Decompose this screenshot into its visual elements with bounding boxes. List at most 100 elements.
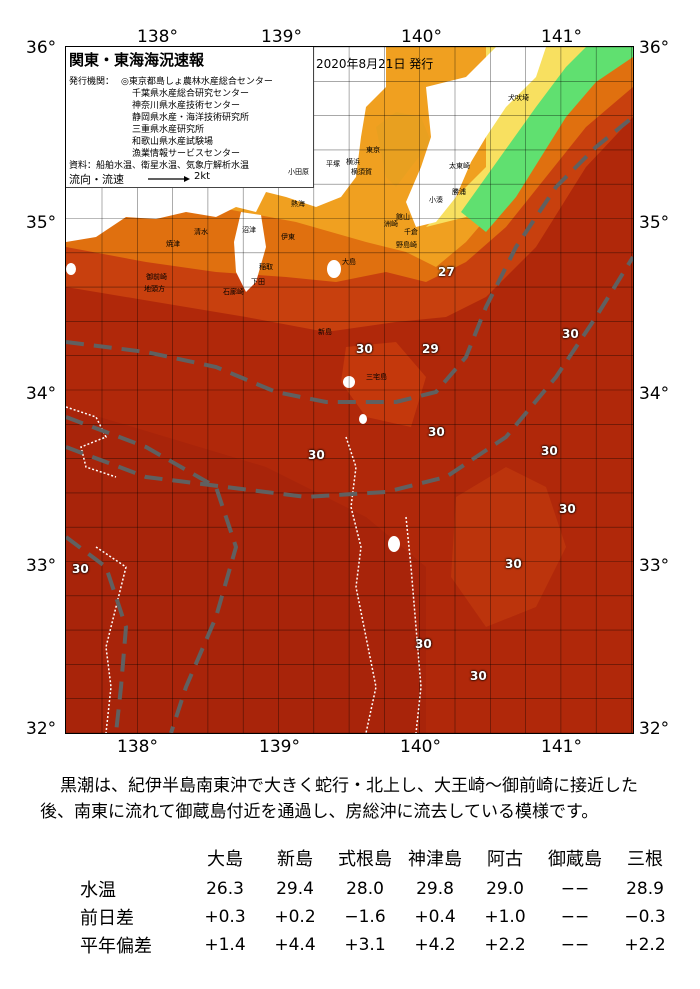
sea-tokyo-bay bbox=[376, 112, 431, 187]
organization-3: 神奈川県水産技術センター bbox=[132, 101, 241, 111]
lat-label-34-left: 34° bbox=[26, 384, 57, 404]
front-streak-3 bbox=[95, 546, 127, 733]
temp-label-30-c: 30 bbox=[428, 425, 445, 439]
place-ito: 伊東 bbox=[281, 233, 295, 241]
land-boso bbox=[406, 47, 546, 227]
table-cell: 29.0 bbox=[486, 879, 524, 899]
table-cell: −− bbox=[560, 907, 590, 927]
table-row: 前日差 +0.3 +0.2 −1.6 +0.4 +1.0 −− −0.3 bbox=[60, 903, 680, 931]
temp-label-30-i: 30 bbox=[415, 637, 432, 651]
place-irozaki: 石廊崎 bbox=[223, 288, 244, 296]
table-cell: +1.0 bbox=[484, 907, 526, 927]
table-cell: −− bbox=[560, 935, 590, 955]
row-label-water-temp: 水温 bbox=[80, 880, 116, 901]
temp-label-30-b: 30 bbox=[562, 327, 579, 341]
lat-label-33-right: 33° bbox=[639, 556, 670, 576]
organization-6: 和歌山県水産試験場 bbox=[132, 137, 214, 147]
map-info-box: 関東・東海海況速報 発行機関： ◎東京都島しょ農林水産総合センター 千葉県水産総… bbox=[66, 47, 314, 188]
place-inubozaki: 犬吠埼 bbox=[508, 94, 529, 102]
place-suzaki: 洲崎 bbox=[384, 220, 398, 228]
flow-label: 流向・流速 bbox=[69, 173, 124, 186]
place-shimoda: 下田 bbox=[251, 278, 265, 286]
sea-warm-pocket bbox=[341, 342, 426, 427]
place-chikura: 千倉 bbox=[404, 228, 418, 236]
lon-label-141-top: 141° bbox=[541, 27, 582, 47]
temp-label-29: 29 bbox=[422, 342, 439, 356]
place-numazu: 沼津 bbox=[242, 226, 256, 234]
lon-label-138-bottom: 138° bbox=[117, 737, 158, 757]
lat-label-35-right: 35° bbox=[639, 213, 670, 233]
table-cell: 29.4 bbox=[276, 879, 314, 899]
sea-southwest-deep bbox=[66, 407, 426, 733]
stats-corner bbox=[60, 845, 190, 875]
table-cell: −− bbox=[560, 879, 590, 899]
temp-label-30-j: 30 bbox=[470, 669, 487, 683]
organization-4: 静岡県水産・海洋技術研究所 bbox=[132, 113, 250, 123]
place-yokohama: 横浜 bbox=[346, 158, 360, 166]
temp-label-30-e: 30 bbox=[308, 448, 325, 462]
station-header: 式根島 bbox=[338, 849, 392, 870]
place-kominato: 小湊 bbox=[429, 196, 443, 204]
lat-label-34-right: 34° bbox=[639, 384, 670, 404]
place-nojimazaki: 野島崎 bbox=[396, 241, 417, 249]
place-katsuura: 勝浦 bbox=[452, 188, 466, 196]
lon-label-141-bottom: 141° bbox=[541, 737, 582, 757]
temp-label-30-f: 30 bbox=[559, 502, 576, 516]
temp-label-30-d: 30 bbox=[541, 444, 558, 458]
lat-label-32-right: 32° bbox=[639, 719, 670, 739]
table-row: 水温 26.3 29.4 28.0 29.8 29.0 −− 28.9 bbox=[60, 875, 680, 903]
organization-2: 千葉県水産総合研究センター bbox=[132, 89, 250, 99]
station-header: 神津島 bbox=[408, 849, 462, 870]
table-cell: 29.8 bbox=[416, 879, 454, 899]
lon-label-139-bottom: 139° bbox=[259, 737, 300, 757]
land-izu-peninsula bbox=[234, 212, 266, 292]
sea-temperature-map: 関東・東海海況速報 発行機関： ◎東京都島しょ農林水産総合センター 千葉県水産総… bbox=[65, 46, 634, 734]
summary-text: 黒潮は、紀伊半島南東沖で大きく蛇行・北上し、大王崎～御前崎に接近した 後、南東に… bbox=[40, 773, 680, 825]
place-odawara: 小田原 bbox=[288, 168, 309, 176]
flow-arrow-icon bbox=[148, 176, 190, 182]
table-cell: +0.3 bbox=[204, 907, 246, 927]
table-cell: +3.1 bbox=[344, 935, 386, 955]
lat-label-33-left: 33° bbox=[26, 556, 57, 576]
table-cell: 26.3 bbox=[206, 879, 244, 899]
lat-label-35-left: 35° bbox=[26, 213, 57, 233]
table-cell: 28.9 bbox=[626, 879, 664, 899]
row-label-day-diff: 前日差 bbox=[80, 908, 134, 929]
temp-label-30-h: 30 bbox=[72, 562, 89, 576]
station-stats-table: 大島 新島 式根島 神津島 阿古 御蔵島 三根 水温 26.3 29.4 28.… bbox=[60, 845, 680, 959]
table-cell: +4.4 bbox=[274, 935, 316, 955]
lon-label-139-top: 139° bbox=[261, 27, 302, 47]
place-yaizu: 焼津 bbox=[166, 240, 180, 248]
table-cell: +1.4 bbox=[204, 935, 246, 955]
island-mikura bbox=[359, 414, 367, 424]
place-yokosuka: 横須賀 bbox=[351, 168, 372, 176]
place-taitozaki: 太東崎 bbox=[449, 162, 470, 170]
place-omaezaki: 御前崎 bbox=[146, 273, 167, 281]
table-cell: −1.6 bbox=[344, 907, 386, 927]
data-sources: 資料：船舶水温、衛星水温、気象庁解析水温 bbox=[69, 161, 250, 171]
lat-label-36-right: 36° bbox=[639, 38, 670, 58]
place-miyakejima: 三宅島 bbox=[366, 373, 387, 381]
place-inatori: 稲取 bbox=[259, 263, 273, 271]
table-cell: −0.3 bbox=[624, 907, 666, 927]
temp-label-30-g: 30 bbox=[505, 557, 522, 571]
sea-green-zone bbox=[461, 47, 633, 232]
station-header: 三根 bbox=[627, 849, 663, 870]
place-atami: 熱海 bbox=[291, 200, 305, 208]
flow-scale: 2kt bbox=[194, 171, 211, 182]
table-cell: +4.2 bbox=[414, 935, 456, 955]
place-niijima: 新島 bbox=[318, 328, 332, 336]
table-cell: +0.4 bbox=[414, 907, 456, 927]
front-streak-2 bbox=[345, 436, 377, 733]
station-header: 御蔵島 bbox=[548, 849, 602, 870]
lon-label-140-bottom: 140° bbox=[400, 737, 441, 757]
temp-label-30-a: 30 bbox=[356, 342, 373, 356]
place-tokyo: 東京 bbox=[366, 146, 380, 154]
table-cell: +2.2 bbox=[484, 935, 526, 955]
station-header: 阿古 bbox=[487, 849, 523, 870]
organizations-label: 発行機関： bbox=[69, 77, 115, 87]
table-cell: +2.2 bbox=[624, 935, 666, 955]
summary-line-1: 黒潮は、紀伊半島南東沖で大きく蛇行・北上し、大王崎～御前崎に接近した bbox=[60, 776, 638, 796]
island-oshima bbox=[327, 260, 341, 278]
table-row: 平年偏差 +1.4 +4.4 +3.1 +4.2 +2.2 −− +2.2 bbox=[60, 931, 680, 959]
